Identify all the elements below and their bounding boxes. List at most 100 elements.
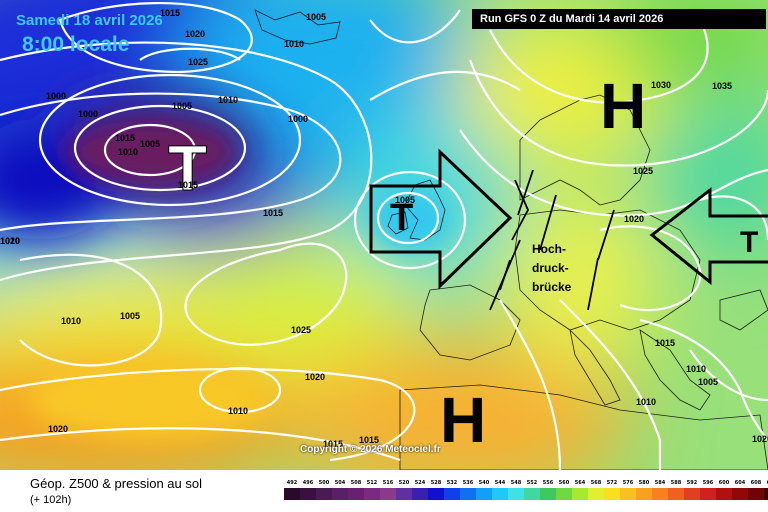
- scale-step: 528: [428, 478, 444, 500]
- scale-swatch: [652, 488, 668, 500]
- isobar-label: 1020: [752, 434, 768, 444]
- scale-swatch: [572, 488, 588, 500]
- isobar-labels: 1015 1020 1025 1005 1010 1000 1000 1005 …: [0, 8, 768, 449]
- scale-step: 556: [540, 478, 556, 500]
- chart-title: Géop. Z500 & pression au sol: [30, 476, 202, 491]
- scale-swatch: [540, 488, 556, 500]
- color-scale: 492 496 500 504 508 512 516 520 524 528 532 536 540 5…: [284, 478, 768, 500]
- scale-step: 564: [572, 478, 588, 500]
- scale-label: 528: [430, 480, 442, 486]
- scale-label: 588: [670, 480, 682, 486]
- scale-step: 500: [316, 478, 332, 500]
- isobar-label: 1020: [305, 372, 325, 382]
- scale-swatch: [284, 488, 300, 500]
- isobar-label: 1030: [651, 80, 671, 90]
- scale-label: 496: [302, 480, 314, 486]
- scale-swatch: [524, 488, 540, 500]
- scale-label: 520: [398, 480, 410, 486]
- arrows: [369, 148, 768, 290]
- scale-swatch: [396, 488, 412, 500]
- high-pressure-bridge-annotation: Hoch- druck- brücke: [532, 240, 571, 297]
- scale-swatch: [492, 488, 508, 500]
- scale-step: 512: [364, 478, 380, 500]
- isobar-label: 1010: [636, 397, 656, 407]
- scale-label: 540: [478, 480, 490, 486]
- scale-step: 608: [748, 478, 764, 500]
- scale-step: 588: [668, 478, 684, 500]
- scale-step: 508: [348, 478, 364, 500]
- scale-label: 612: [767, 478, 768, 488]
- isobar-label: 1015: [263, 208, 283, 218]
- scale-step: 544: [492, 478, 508, 500]
- arrow-west: [649, 186, 768, 286]
- isobar-label: 1035: [712, 81, 732, 91]
- scale-step: 520: [396, 478, 412, 500]
- scale-label: 556: [542, 480, 554, 486]
- arrow-east: [369, 148, 513, 290]
- scale-swatch: [300, 488, 316, 500]
- isobar-label: 1015: [655, 338, 675, 348]
- scale-step: 584: [652, 478, 668, 500]
- scale-step: 576: [620, 478, 636, 500]
- isobar-label: 1025: [188, 57, 208, 67]
- model-run-label: Run GFS 0 Z du Mardi 14 avril 2026: [472, 9, 766, 29]
- scale-swatch: [636, 488, 652, 500]
- scale-swatch: [412, 488, 428, 500]
- scale-label: 576: [622, 480, 634, 486]
- scale-label: 508: [350, 480, 362, 486]
- isobar-label: 1000: [288, 114, 308, 124]
- forecast-date: Samedi 18 avril 2026: [16, 12, 163, 29]
- isobar-label: 1005: [306, 12, 326, 22]
- scale-label: 552: [526, 480, 538, 486]
- isobar-label: 1000: [46, 91, 66, 101]
- isobar-label: 1015: [178, 180, 198, 190]
- map-canvas: T T T H H 1015 1020 1025 1005 1010 1000 …: [0, 0, 768, 470]
- scale-label: 492: [286, 480, 298, 486]
- annotation-line: Hoch-: [532, 242, 566, 256]
- scale-label: 536: [462, 480, 474, 486]
- isobar-label: 1005: [140, 139, 160, 149]
- scale-swatch: [508, 488, 524, 500]
- scale-swatch: [588, 488, 604, 500]
- scale-step: 552: [524, 478, 540, 500]
- isobar-label: 1015: [115, 133, 135, 143]
- isobar-label: 1005: [172, 101, 192, 111]
- scale-step: 516: [380, 478, 396, 500]
- scale-label: 544: [494, 480, 506, 486]
- isobar-label: 1010: [686, 364, 706, 374]
- front-lines: [489, 169, 615, 311]
- pressure-centers: T T T H H: [168, 70, 759, 456]
- scale-swatch: [332, 488, 348, 500]
- scale-label: 532: [446, 480, 458, 486]
- scale-label: 500: [318, 480, 330, 486]
- scale-step: 532: [444, 478, 460, 500]
- isobar-label: 1010: [218, 95, 238, 105]
- scale-swatch: [700, 488, 716, 500]
- annotation-line: druck-: [532, 261, 569, 275]
- scale-swatch: [476, 488, 492, 500]
- scale-swatch: [380, 488, 396, 500]
- scale-swatch: [748, 488, 764, 500]
- scale-label: 600: [718, 480, 730, 486]
- scale-label: 524: [414, 480, 426, 486]
- high-mediterranean: H: [440, 384, 486, 456]
- scale-label: 584: [654, 480, 666, 486]
- scale-label: 560: [558, 480, 570, 486]
- scale-label: 608: [750, 480, 762, 486]
- scale-swatch: [556, 488, 572, 500]
- low-east: T: [740, 226, 758, 259]
- scale-step: 504: [332, 478, 348, 500]
- scale-swatch: [668, 488, 684, 500]
- isobar-label: 1020: [0, 236, 20, 246]
- isobar-label: 1020: [48, 424, 68, 434]
- scale-label: 592: [686, 480, 698, 486]
- scale-label: 596: [702, 480, 714, 486]
- isobar-label: 1010: [61, 316, 81, 326]
- isobar-label: 1010: [118, 147, 138, 157]
- isobar-label: 1020: [185, 29, 205, 39]
- scale-swatch: [604, 488, 620, 500]
- scale-step: 540: [476, 478, 492, 500]
- isobar-label: 1025: [633, 166, 653, 176]
- scale-swatch: [716, 488, 732, 500]
- scale-swatch: [364, 488, 380, 500]
